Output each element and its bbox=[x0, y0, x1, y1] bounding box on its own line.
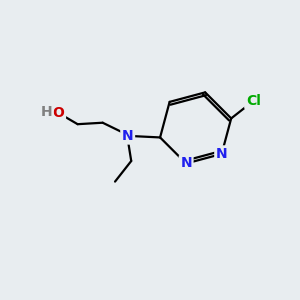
Text: O: O bbox=[52, 106, 64, 120]
Text: H: H bbox=[40, 104, 52, 118]
Text: N: N bbox=[122, 129, 134, 143]
Text: N: N bbox=[180, 157, 192, 170]
Text: Cl: Cl bbox=[246, 94, 261, 108]
Text: N: N bbox=[216, 147, 227, 161]
